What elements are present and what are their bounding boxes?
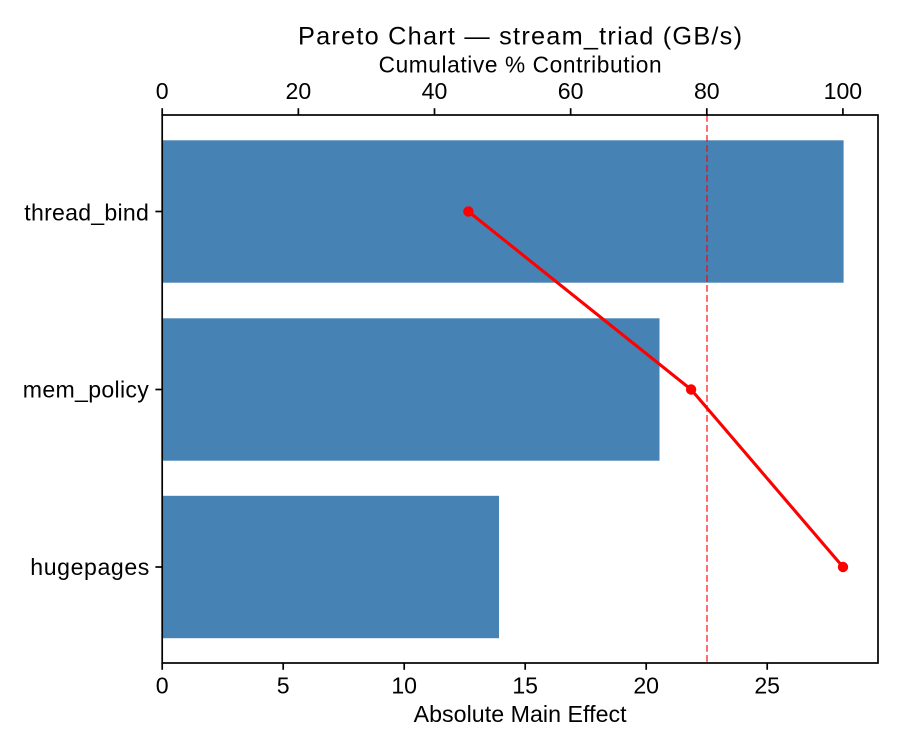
svg-text:15: 15 [512,673,538,699]
svg-text:5: 5 [277,673,290,699]
svg-text:10: 10 [391,673,417,699]
svg-text:80: 80 [694,78,720,104]
svg-text:Absolute Main Effect: Absolute Main Effect [414,701,628,727]
svg-text:20: 20 [633,673,659,699]
svg-text:Cumulative % Contribution: Cumulative % Contribution [379,52,662,78]
svg-text:100: 100 [824,78,863,104]
svg-text:Pareto Chart — stream_triad (G: Pareto Chart — stream_triad (GB/s) [298,22,742,50]
svg-text:25: 25 [754,673,780,699]
svg-text:hugepages: hugepages [30,554,149,580]
svg-text:20: 20 [286,78,312,104]
svg-text:thread_bind: thread_bind [24,200,148,226]
svg-text:60: 60 [558,78,584,104]
svg-text:0: 0 [156,673,169,699]
svg-text:40: 40 [422,78,448,104]
svg-text:0: 0 [156,78,169,104]
svg-text:mem_policy: mem_policy [23,377,149,403]
